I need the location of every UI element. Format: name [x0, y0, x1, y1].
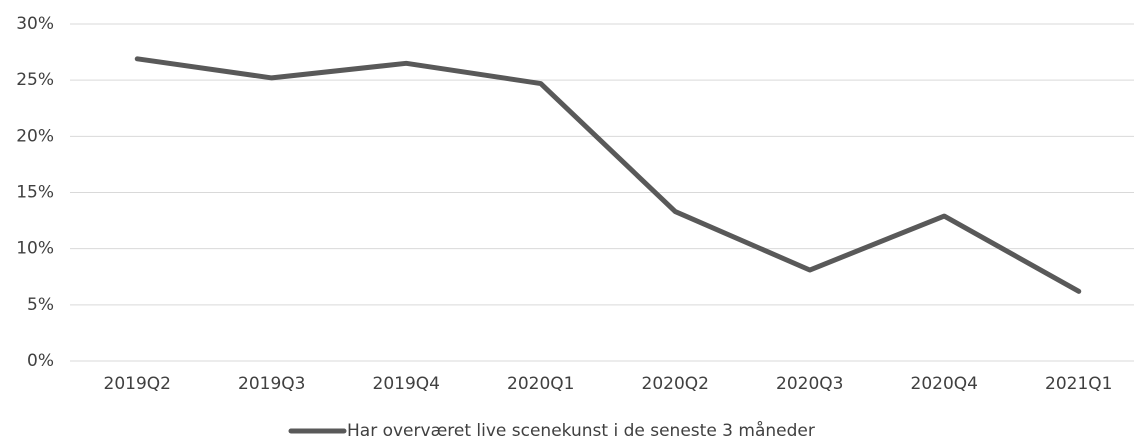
x-tick-label: 2021Q1: [1045, 374, 1112, 394]
y-tick-label: 30%: [16, 14, 54, 34]
y-tick-label: 15%: [16, 183, 54, 203]
y-tick-label: 25%: [16, 70, 54, 90]
legend-label: Har overværet live scenekunst i de senes…: [347, 420, 815, 440]
x-tick-label: 2019Q2: [104, 374, 171, 394]
x-tick-label: 2020Q4: [911, 374, 978, 394]
x-tick-label: 2019Q3: [238, 374, 305, 394]
x-tick-label: 2020Q3: [776, 374, 843, 394]
y-tick-label: 0%: [27, 351, 54, 371]
x-tick-label: 2020Q1: [507, 374, 574, 394]
y-tick-label: 5%: [27, 295, 54, 315]
x-tick-label: 2019Q4: [373, 374, 440, 394]
data-line: [134, 56, 1082, 294]
x-tick-label: 2020Q2: [642, 374, 709, 394]
y-tick-label: 20%: [16, 126, 54, 146]
y-tick-label: 10%: [16, 239, 54, 259]
